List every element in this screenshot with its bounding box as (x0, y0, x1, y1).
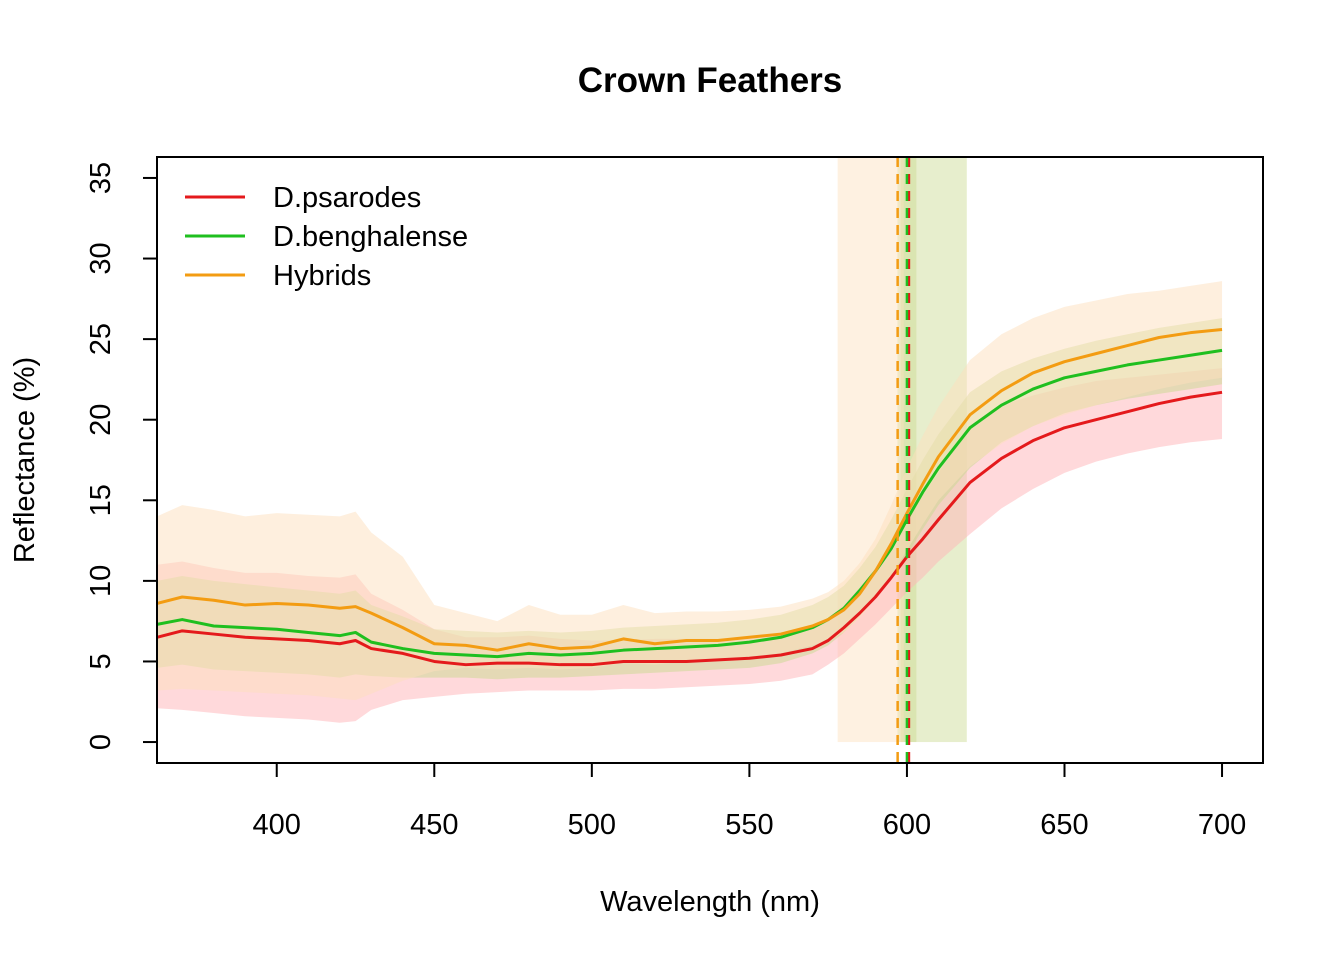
x-tick-label: 600 (883, 809, 931, 841)
x-tick-label: 500 (568, 809, 616, 841)
series-line-d-psarodes (156, 390, 1223, 667)
y-axis-label: Reflectance (%) (9, 357, 41, 563)
legend-item-d-psarodes: D.psarodes (185, 182, 421, 214)
series-line-hybrids (156, 327, 1223, 652)
legend-label: Hybrids (273, 260, 371, 292)
x-axis-label: Wavelength (nm) (600, 886, 820, 918)
series-line-d-benghalense (156, 348, 1223, 659)
x-tick-label: 400 (253, 809, 301, 841)
plot-layer (156, 157, 1223, 763)
y-tick-label: 30 (85, 242, 117, 274)
legend: D.psarodes D.benghalense Hybrids (185, 182, 468, 292)
y-tick-label: 10 (85, 565, 117, 597)
legend-label: D.psarodes (273, 182, 421, 214)
chart-title: Crown Feathers (578, 61, 843, 100)
x-axis: 400 450 500 550 600 650 700 (253, 762, 1246, 841)
marker-band-hybrids (837, 157, 904, 743)
y-tick-label: 5 (85, 653, 117, 669)
y-tick-label: 20 (85, 404, 117, 436)
x-tick-label: 450 (410, 809, 458, 841)
legend-item-hybrids: Hybrids (185, 260, 371, 292)
y-axis: 0 5 10 15 20 25 30 35 (85, 162, 158, 750)
x-tick-label: 650 (1040, 809, 1088, 841)
y-tick-label: 15 (85, 484, 117, 516)
band-hybrids (157, 281, 1223, 701)
legend-label: D.benghalense (273, 221, 468, 253)
y-tick-label: 35 (85, 162, 117, 194)
x-tick-label: 550 (725, 809, 773, 841)
x-tick-label: 700 (1198, 809, 1246, 841)
y-tick-label: 25 (85, 323, 117, 355)
y-tick-label: 0 (85, 734, 117, 750)
legend-item-d-benghalense: D.benghalense (185, 221, 468, 253)
